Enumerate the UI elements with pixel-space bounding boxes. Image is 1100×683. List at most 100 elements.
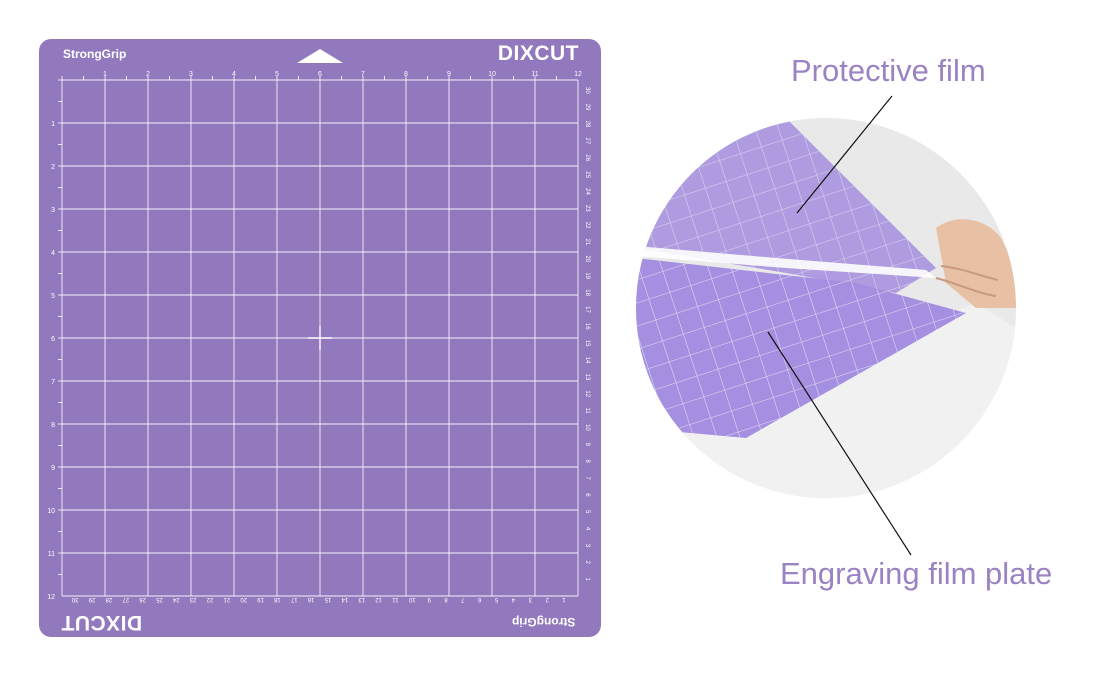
ruler-label-bottom: 4 bbox=[511, 596, 515, 602]
ruler-label-top: 7 bbox=[361, 71, 365, 78]
callout-engraving-film-plate: Engraving film plate bbox=[780, 556, 1053, 591]
ruler-label-bottom: 13 bbox=[358, 596, 365, 602]
ruler-label-bottom: 24 bbox=[172, 596, 179, 602]
ruler-label-right: 16 bbox=[584, 323, 590, 330]
ruler-label-bottom: 30 bbox=[71, 596, 78, 602]
ruler-label-left: 5 bbox=[51, 293, 55, 300]
ruler-label-left: 3 bbox=[51, 207, 55, 214]
ruler-label-right: 15 bbox=[584, 340, 590, 347]
ruler-label-top: 11 bbox=[531, 71, 538, 78]
ruler-label-bottom: 10 bbox=[408, 596, 415, 602]
ruler-label-right: 19 bbox=[584, 272, 590, 279]
ruler-label-bottom: 21 bbox=[223, 596, 230, 602]
ruler-label-bottom: 29 bbox=[88, 596, 95, 602]
ruler-label-bottom: 25 bbox=[155, 596, 162, 602]
ruler-label-right: 26 bbox=[584, 154, 590, 161]
ruler-label-right: 7 bbox=[584, 476, 590, 480]
ruler-label-right: 11 bbox=[584, 407, 590, 414]
ruler-label-bottom: 26 bbox=[139, 596, 146, 602]
finger-line bbox=[940, 265, 999, 281]
ruler-label-right: 5 bbox=[584, 510, 590, 514]
ruler-label-bottom: 11 bbox=[392, 596, 399, 602]
ruler-label-top: 12 bbox=[574, 71, 582, 78]
ruler-label-top: 4 bbox=[232, 71, 236, 78]
ruler-label-bottom: 16 bbox=[307, 596, 314, 602]
ruler-label-right: 20 bbox=[584, 256, 590, 263]
ruler-label-right: 29 bbox=[584, 104, 590, 111]
ruler-label-bottom: 22 bbox=[206, 596, 213, 602]
ruler-label-bottom: 7 bbox=[461, 596, 465, 602]
ruler-label-right: 18 bbox=[584, 289, 590, 296]
ruler-label-bottom: 3 bbox=[528, 596, 532, 602]
ruler-label-right: 23 bbox=[584, 205, 590, 212]
ruler-label-right: 14 bbox=[584, 357, 590, 364]
ruler-label-right: 1 bbox=[584, 577, 590, 581]
ruler-label-right: 8 bbox=[584, 459, 590, 463]
ruler-label-top: 9 bbox=[447, 71, 451, 78]
ruler-label-bottom: 9 bbox=[427, 596, 431, 602]
finger-line bbox=[935, 277, 997, 297]
film-edge-highlight bbox=[636, 246, 936, 278]
ruler-label-left: 2 bbox=[51, 164, 55, 171]
ruler-label-left: 12 bbox=[47, 594, 55, 601]
film-grid bbox=[636, 118, 936, 293]
ruler-label-bottom: 5 bbox=[494, 596, 498, 602]
ruler-label-top: 6 bbox=[318, 71, 322, 78]
ruler-label-top: 2 bbox=[146, 71, 150, 78]
ruler-label-top: 5 bbox=[275, 71, 279, 78]
cutting-mat: 1 2 3 4 5 6 7 8 9 10 11 12 1 2 3 4 5 6 7 8 9 10 11 12 1 2 3 4 5 6 7 8 9 1… bbox=[39, 39, 601, 637]
ruler-label-left: 10 bbox=[47, 508, 55, 515]
ruler-label-left: 11 bbox=[48, 551, 55, 558]
ruler-label-right: 28 bbox=[584, 121, 590, 128]
ruler-label-left: 7 bbox=[51, 379, 55, 386]
ruler-label-right: 22 bbox=[584, 222, 590, 229]
hand bbox=[936, 219, 1016, 308]
ruler-label-left: 4 bbox=[51, 250, 55, 257]
ruler-label-left: 1 bbox=[51, 121, 55, 128]
ruler-label-right: 25 bbox=[584, 171, 590, 178]
ruler-label-bottom: 19 bbox=[257, 596, 264, 602]
ruler-label-right: 30 bbox=[584, 87, 590, 94]
ruler-label-top: 8 bbox=[404, 71, 408, 78]
plate-grid bbox=[636, 258, 966, 438]
ruler-label-right: 2 bbox=[584, 561, 590, 565]
mat-grid: 1 2 3 4 5 6 7 8 9 10 11 121234567891011121234567891… bbox=[47, 71, 590, 602]
leader-protective bbox=[796, 95, 893, 214]
ruler-label-bottom: 6 bbox=[477, 596, 481, 602]
photo-illustration bbox=[636, 118, 1016, 498]
ruler-label-right: 3 bbox=[584, 544, 590, 548]
ruler-label-right: 4 bbox=[584, 527, 590, 531]
ruler-label-right: 17 bbox=[584, 306, 590, 313]
ruler-label-top: 1 bbox=[103, 71, 107, 78]
ruler-label-bottom: 17 bbox=[290, 596, 297, 602]
ruler-label-right: 27 bbox=[584, 138, 590, 145]
ruler-label-bottom: 27 bbox=[122, 596, 129, 602]
ruler-label-right: 12 bbox=[584, 390, 590, 397]
ruler-label-left: 6 bbox=[51, 336, 55, 343]
ruler-label-top: 3 bbox=[189, 71, 193, 78]
ruler-label-bottom: 15 bbox=[324, 596, 331, 602]
callout-protective-film: Protective film bbox=[791, 53, 986, 88]
ruler-label-left: 8 bbox=[51, 422, 55, 429]
ruler-label-bottom: 18 bbox=[273, 596, 280, 602]
ruler-label-bottom: 20 bbox=[240, 596, 247, 602]
ruler-label-bottom: 8 bbox=[444, 596, 448, 602]
grip-label-top: StrongGrip bbox=[63, 47, 127, 61]
ruler-label-right: 10 bbox=[584, 424, 590, 431]
brand-logo-top: DIXCUT bbox=[497, 42, 579, 65]
ruler-label-right: 21 bbox=[584, 239, 590, 246]
ruler-label-right: 13 bbox=[584, 374, 590, 381]
ruler-label-bottom: 12 bbox=[375, 596, 382, 602]
ruler-label-bottom: 28 bbox=[105, 596, 112, 602]
ruler-label-right: 24 bbox=[584, 188, 590, 195]
ruler-label-left: 9 bbox=[51, 465, 55, 472]
ruler-label-top: 10 bbox=[488, 71, 496, 78]
ruler-label-bottom: 1 bbox=[562, 596, 566, 602]
ruler-label-right: 6 bbox=[584, 493, 590, 497]
ruler-label-bottom: 2 bbox=[545, 596, 549, 602]
load-direction-arrow-icon bbox=[297, 49, 343, 63]
ruler-label-bottom: 14 bbox=[341, 596, 348, 602]
ruler-label-right: 9 bbox=[584, 443, 590, 447]
peeling-film-photo bbox=[636, 118, 1016, 498]
